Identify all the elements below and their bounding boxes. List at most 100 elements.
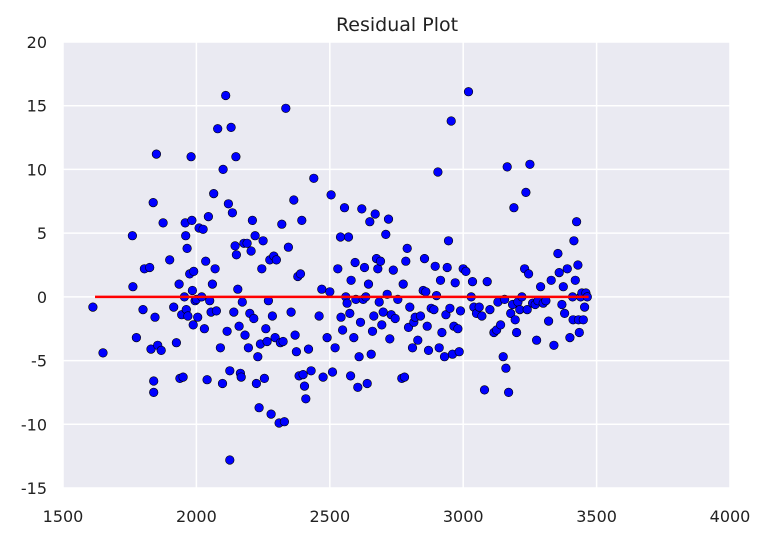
data-point — [429, 305, 439, 315]
data-point — [286, 307, 296, 317]
data-point — [333, 264, 343, 274]
data-point — [571, 217, 582, 227]
data-point — [182, 243, 192, 253]
data-point — [301, 394, 311, 404]
data-point — [326, 190, 336, 200]
data-point — [554, 268, 564, 278]
data-point — [243, 343, 253, 353]
chart-title: Residual Plot — [336, 14, 458, 36]
data-point — [226, 122, 236, 132]
data-point — [353, 382, 363, 392]
data-point — [223, 199, 233, 209]
data-point — [553, 248, 563, 259]
data-point — [374, 297, 384, 307]
data-point — [578, 315, 588, 325]
data-point — [565, 333, 575, 343]
data-point — [354, 352, 364, 362]
x-tick-label: 4000 — [710, 507, 751, 526]
data-point — [570, 275, 580, 285]
data-point — [498, 352, 508, 362]
data-point — [262, 336, 272, 347]
data-point — [350, 257, 360, 268]
x-tick-label: 3000 — [443, 507, 484, 526]
data-point — [546, 275, 556, 285]
data-point — [407, 343, 418, 353]
data-point — [266, 409, 276, 419]
data-point — [210, 264, 220, 274]
data-point — [357, 204, 367, 214]
y-tick-label: -10 — [21, 415, 47, 434]
data-point — [193, 312, 203, 322]
data-point — [158, 218, 168, 228]
data-point — [246, 246, 256, 256]
data-point — [237, 297, 247, 307]
data-point — [377, 320, 387, 330]
data-point — [189, 266, 199, 277]
x-tick-labels: 1500 2000 2500 3000 3500 4000 — [43, 507, 751, 526]
data-point — [573, 260, 583, 270]
data-point — [355, 317, 366, 327]
y-tick-labels: -15 -10 -5 0 5 10 15 20 — [21, 33, 47, 498]
data-point — [325, 287, 335, 297]
x-tick-label: 1500 — [43, 507, 84, 526]
data-point — [501, 363, 511, 373]
data-point — [247, 215, 257, 225]
data-point — [365, 217, 375, 227]
data-point — [474, 302, 484, 312]
data-point — [558, 282, 568, 292]
data-point — [178, 372, 188, 382]
data-point — [151, 149, 161, 159]
data-point — [430, 261, 440, 271]
data-point — [131, 333, 141, 343]
data-point — [298, 370, 308, 380]
data-point — [303, 344, 314, 354]
data-point — [199, 324, 209, 334]
data-point — [479, 385, 490, 395]
data-point — [295, 269, 306, 279]
data-point — [188, 320, 198, 330]
x-tick-label: 3500 — [576, 507, 617, 526]
data-point — [442, 262, 452, 273]
data-points — [88, 87, 592, 465]
data-point — [336, 312, 346, 322]
data-point — [443, 236, 454, 246]
data-point — [388, 265, 398, 275]
data-point — [543, 316, 554, 326]
data-point — [363, 279, 374, 289]
data-point — [398, 279, 408, 289]
data-point — [510, 315, 520, 325]
y-tick-label: 5 — [37, 224, 47, 243]
data-point — [423, 345, 434, 356]
data-point — [439, 352, 450, 362]
data-point — [209, 189, 219, 199]
data-point — [258, 236, 268, 246]
data-point — [88, 302, 98, 312]
data-point — [574, 327, 584, 338]
data-point — [218, 164, 228, 174]
data-point — [297, 215, 307, 225]
data-point — [150, 312, 160, 322]
data-point — [221, 90, 231, 101]
data-point — [482, 277, 492, 287]
data-point — [463, 87, 474, 97]
data-point — [506, 308, 516, 319]
data-point — [390, 313, 400, 324]
data-point — [511, 327, 522, 338]
data-point — [128, 282, 138, 292]
data-point — [314, 311, 324, 321]
data-point — [127, 231, 137, 241]
data-point — [291, 347, 302, 357]
data-point — [267, 311, 278, 321]
data-point — [359, 262, 370, 273]
data-point — [419, 254, 430, 264]
data-point — [343, 232, 354, 242]
data-point — [259, 373, 270, 384]
data-point — [203, 212, 213, 222]
data-point — [345, 308, 355, 319]
data-point — [557, 299, 567, 310]
data-point — [366, 349, 376, 359]
data-point — [401, 256, 411, 266]
data-point — [289, 195, 299, 205]
data-point — [535, 282, 546, 292]
data-point — [174, 279, 184, 289]
